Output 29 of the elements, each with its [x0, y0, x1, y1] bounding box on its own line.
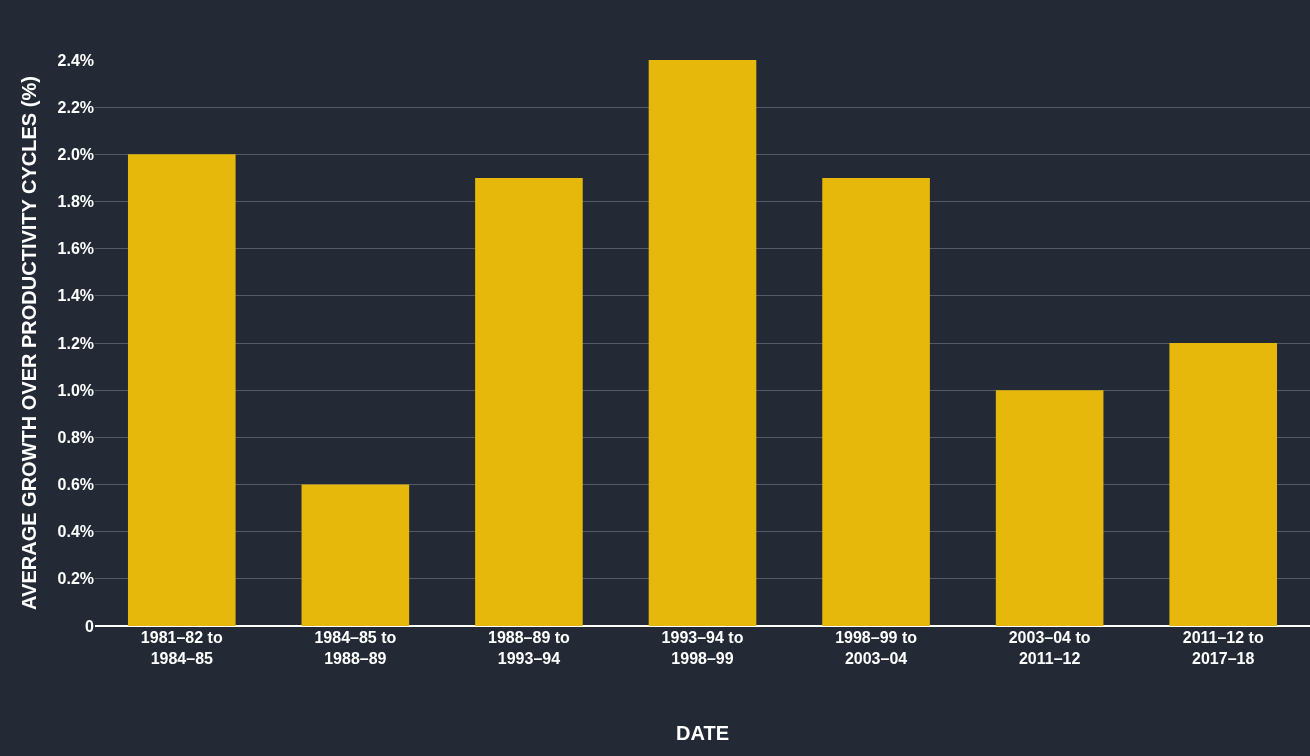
bar: [475, 177, 583, 626]
y-tick-label: 0.8%: [57, 428, 94, 446]
y-axis-title: AVERAGE GROWTH OVER PRODUCTIVITY CYCLES (%): [18, 76, 41, 610]
bar: [301, 484, 410, 626]
bar: [127, 154, 236, 626]
bar: [648, 60, 757, 626]
x-tick-label: 1993–94 to 1998–99: [661, 629, 744, 667]
y-tick-label: 1.6%: [57, 240, 94, 258]
y-tick-label: 2.0%: [57, 145, 94, 163]
x-tick-label: 2003–04 to 2011–12: [1008, 629, 1091, 667]
y-tick-label: 2.2%: [57, 98, 94, 116]
y-tick-label: 1.4%: [57, 287, 94, 305]
x-axis-title: DATE: [676, 722, 729, 745]
x-tick-label: 2011–12 to 2017–18: [1182, 629, 1264, 667]
bar: [1169, 343, 1278, 626]
bar: [995, 390, 1104, 626]
y-tick-label: 0.2%: [57, 570, 94, 588]
x-tick-label: 1984–85 to 1988–89: [314, 629, 397, 667]
y-tick-label: 1.0%: [57, 381, 94, 399]
y-tick-label: 0: [85, 617, 95, 635]
y-tick-label: 1.8%: [57, 193, 94, 211]
y-tick-label: 1.2%: [57, 334, 94, 352]
y-tick-label: 0.4%: [57, 523, 94, 541]
y-tick-label: 2.4%: [57, 51, 94, 69]
x-tick-label: 1998–99 to 2003–04: [835, 629, 918, 667]
bar: [822, 177, 930, 626]
x-tick-label: 1981–82 to 1984–85: [140, 629, 223, 667]
x-tick-label: 1988–89 to 1993–94: [488, 629, 571, 667]
y-tick-label: 0.6%: [57, 476, 94, 494]
